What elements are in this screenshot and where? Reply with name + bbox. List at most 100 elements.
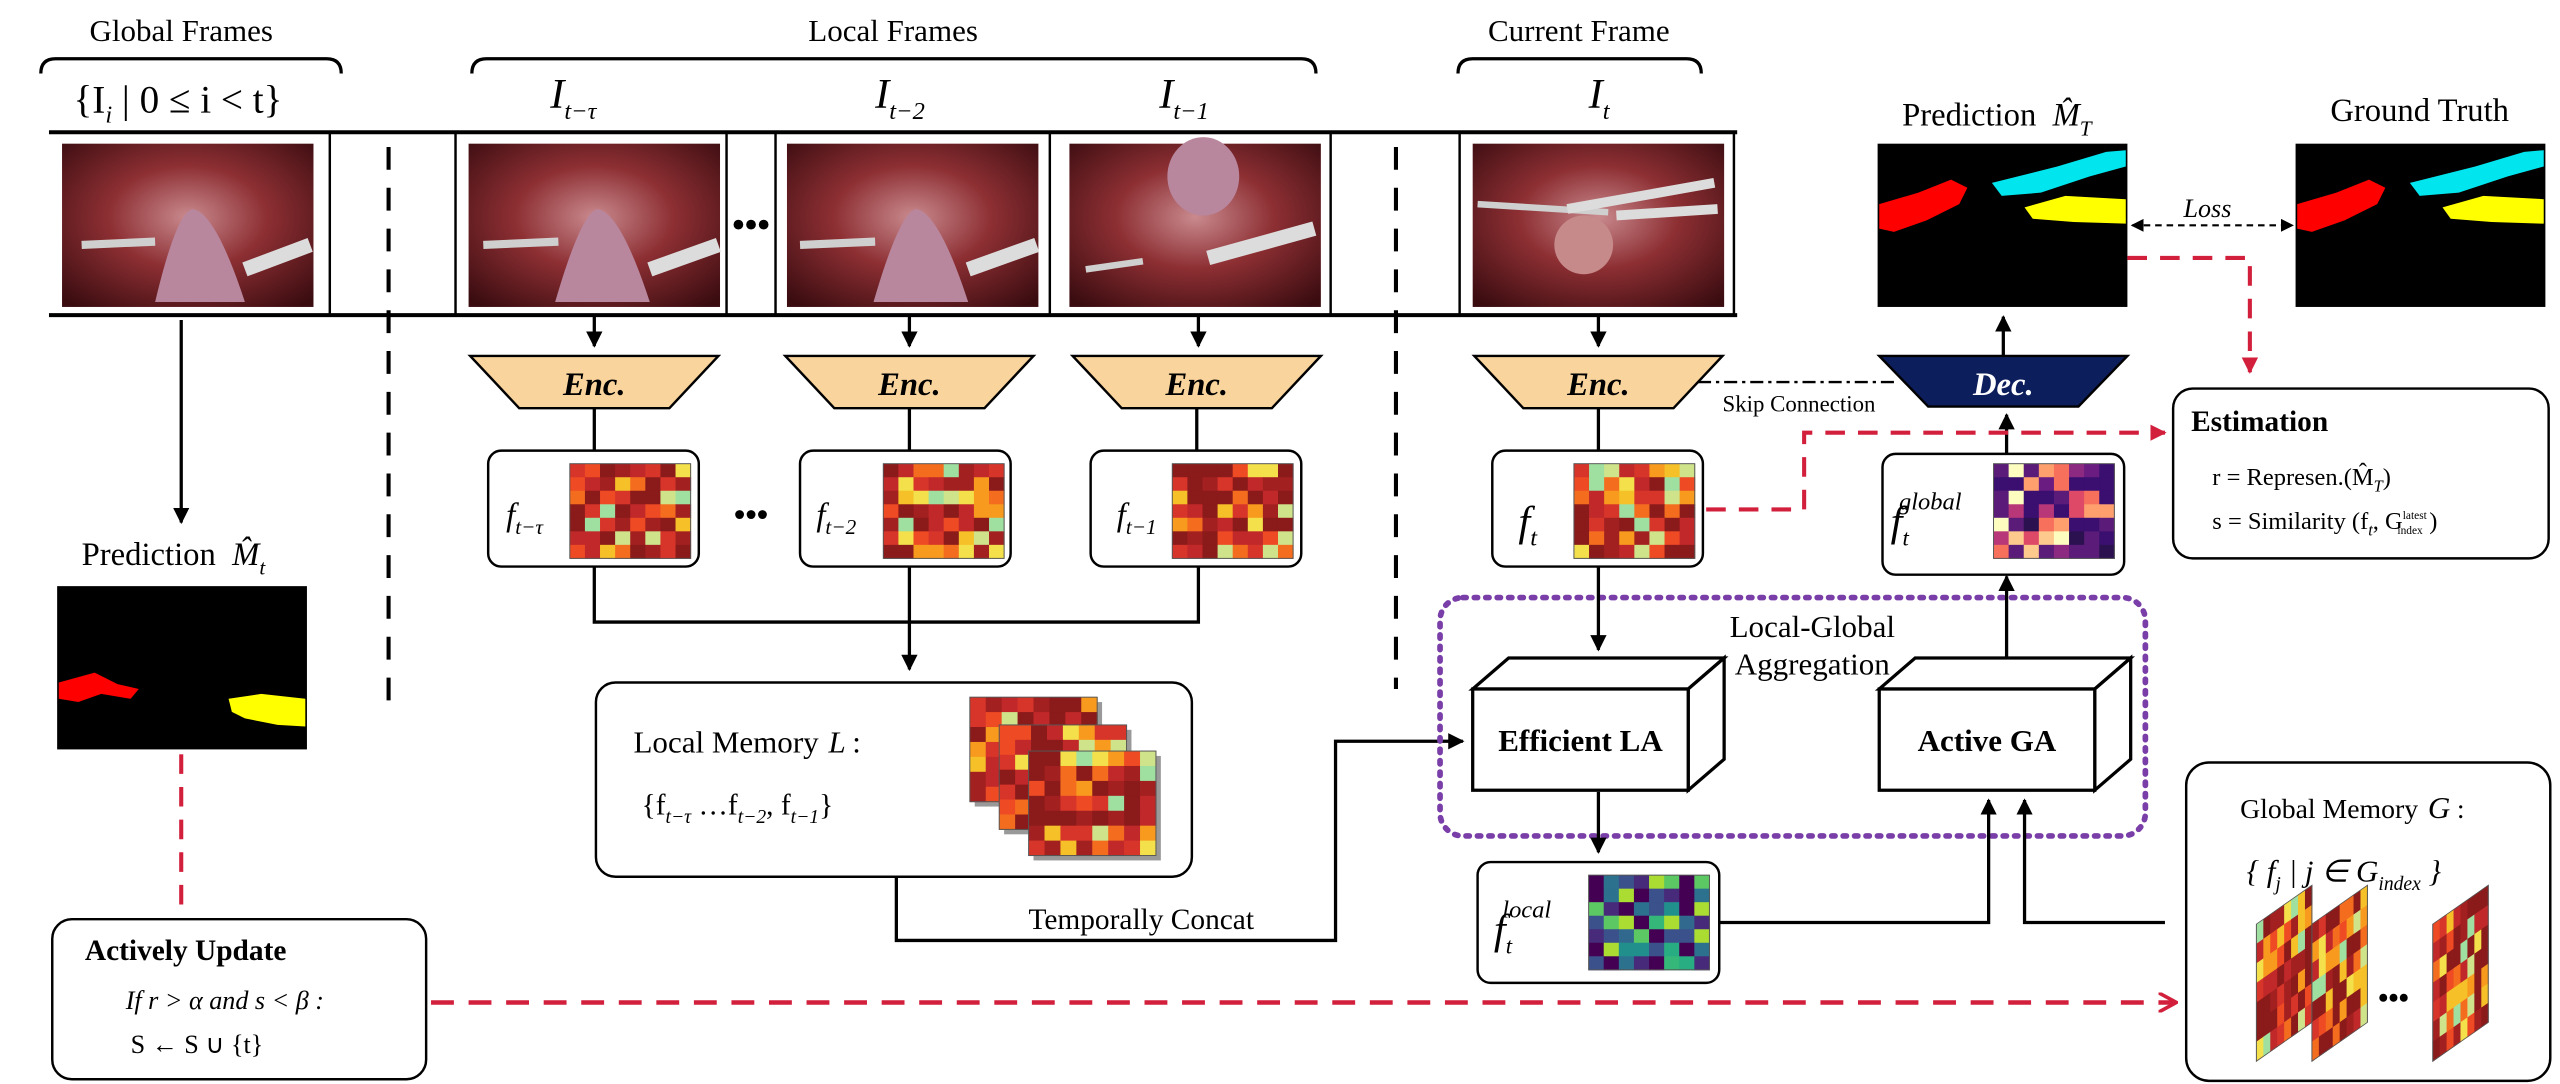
heatmap-cell xyxy=(2353,1007,2361,1033)
label-frame-tau: It−τ xyxy=(549,71,597,125)
heatmap-cell xyxy=(958,490,975,505)
heatmap-cell xyxy=(1140,780,1157,797)
heatmap-cell xyxy=(1202,477,1219,492)
heatmap-cell xyxy=(1247,544,1264,559)
heatmap-cell xyxy=(1140,840,1157,857)
heatmap-cell xyxy=(1633,942,1650,957)
heatmap-cell xyxy=(1634,517,1650,532)
heatmap-cell xyxy=(2339,958,2348,984)
heatmap-cell xyxy=(1232,463,1249,478)
heatmap-cell xyxy=(1187,490,1203,505)
heatmap-cell xyxy=(1679,956,1695,971)
heatmap-cell xyxy=(1993,544,2010,559)
heatmap-cell xyxy=(1589,490,1605,505)
heatmap-cell xyxy=(2332,982,2341,1008)
heatmap-cell xyxy=(2460,977,2468,1004)
heatmap-cell xyxy=(630,477,646,492)
heatmap-cell xyxy=(675,517,692,532)
heatmap-cell xyxy=(958,544,975,559)
heatmap-cell xyxy=(1172,517,1188,532)
heatmap-cell xyxy=(2008,463,2025,478)
heatmap-cell xyxy=(569,463,586,478)
heatmap-cell xyxy=(1001,697,1019,713)
heatmap-cell xyxy=(973,463,990,478)
heatmap-cell xyxy=(1092,795,1109,812)
heatmap-cell xyxy=(1060,840,1077,857)
heatmap-cell xyxy=(1015,784,1032,801)
heatmap-cell xyxy=(660,477,677,492)
heatmap-cell xyxy=(1247,504,1264,519)
heatmap-cell xyxy=(2453,1021,2461,1048)
heatmap-cell xyxy=(1108,840,1125,857)
heatmap-cell xyxy=(1619,490,1635,505)
heatmap-cell xyxy=(1649,477,1666,492)
svg-text:{ fj | j ∈ Gindex }: { fj | j ∈ Gindex } xyxy=(2247,854,2442,895)
heatmap-cell xyxy=(2460,919,2468,945)
heatmap-cell xyxy=(1589,531,1605,546)
heatmap-cell xyxy=(2298,928,2306,955)
heatmap-cell xyxy=(1262,477,1279,492)
heatmap-cell xyxy=(2332,1002,2341,1028)
heatmap-cell xyxy=(1247,490,1264,505)
heatmap-cell xyxy=(2023,463,2040,478)
heatmap-cell xyxy=(2460,938,2468,964)
heatmap-cell xyxy=(883,463,899,478)
heatmap-cell xyxy=(615,544,631,559)
heatmap-cell xyxy=(2325,909,2334,935)
heatmap-cell xyxy=(2332,963,2341,989)
bracket-current xyxy=(1456,57,1703,74)
svg-text:Enc.: Enc. xyxy=(1566,367,1630,403)
heatmap-cell xyxy=(969,697,987,713)
heatmap-cell xyxy=(999,784,1016,801)
heatmap-cell xyxy=(2270,967,2278,994)
heatmap-cell xyxy=(1262,544,1279,559)
heatmap-cell xyxy=(2453,982,2461,1008)
heatmap-cell xyxy=(1679,477,1696,492)
heatmap-cell xyxy=(2038,517,2055,532)
heatmap-cell xyxy=(1679,929,1695,944)
heatmap-cell xyxy=(2311,977,2320,1003)
heatmap-cell xyxy=(2439,933,2448,959)
heatmap-cell xyxy=(1232,544,1249,559)
ground-truth-label: Ground Truth xyxy=(2330,93,2509,129)
heatmap-cell xyxy=(1124,751,1141,767)
heatmap-cell xyxy=(1028,840,1046,857)
heatmap-cell xyxy=(2432,938,2441,964)
heatmap-cell xyxy=(1060,780,1077,797)
heatmap-cell xyxy=(2284,1017,2292,1043)
heatmap-cell xyxy=(2084,517,2100,532)
frame-image-t1 xyxy=(1069,137,1321,307)
heatmap-cell xyxy=(2460,958,2468,984)
heatmap-cell xyxy=(584,517,601,532)
heatmap-cell xyxy=(1124,780,1141,797)
heatmap-cell xyxy=(1277,544,1294,559)
heatmap-cell xyxy=(1573,490,1590,505)
heatmap-cell xyxy=(2069,544,2085,559)
heatmap-cell xyxy=(1028,810,1046,827)
heatmap-cell xyxy=(1044,780,1061,797)
heatmap-cell xyxy=(1060,751,1077,767)
heatmap-cell xyxy=(1679,875,1695,890)
heatmap-cell xyxy=(2346,894,2355,920)
heatmap-cell xyxy=(1618,942,1635,957)
heatmap-cell xyxy=(1277,517,1294,532)
heatmap-cell xyxy=(2311,918,2320,945)
heatmap-cell xyxy=(928,544,945,559)
heatmap-cell xyxy=(660,517,677,532)
heatmap-cell xyxy=(2053,531,2070,546)
heatmap-cell xyxy=(1172,504,1188,519)
heatmap-cell xyxy=(1017,697,1034,713)
heatmap-cell xyxy=(2311,1036,2320,1062)
heatmap-cell xyxy=(883,504,899,519)
svg-text:Dec.: Dec. xyxy=(1972,367,2034,403)
heatmap-cell xyxy=(2439,992,2448,1018)
heatmap-cell xyxy=(600,517,616,532)
heatmap-cell xyxy=(2008,531,2025,546)
heatmap-cell xyxy=(1049,697,1066,713)
heatmap-cell xyxy=(2069,504,2085,519)
heatmap-cell xyxy=(675,531,692,546)
lga-title-line2: Aggregation xyxy=(1735,646,1891,681)
feature-box-current: ft xyxy=(1491,449,1705,568)
heatmap-cell xyxy=(943,504,960,519)
heatmap-cell xyxy=(2270,909,2278,935)
